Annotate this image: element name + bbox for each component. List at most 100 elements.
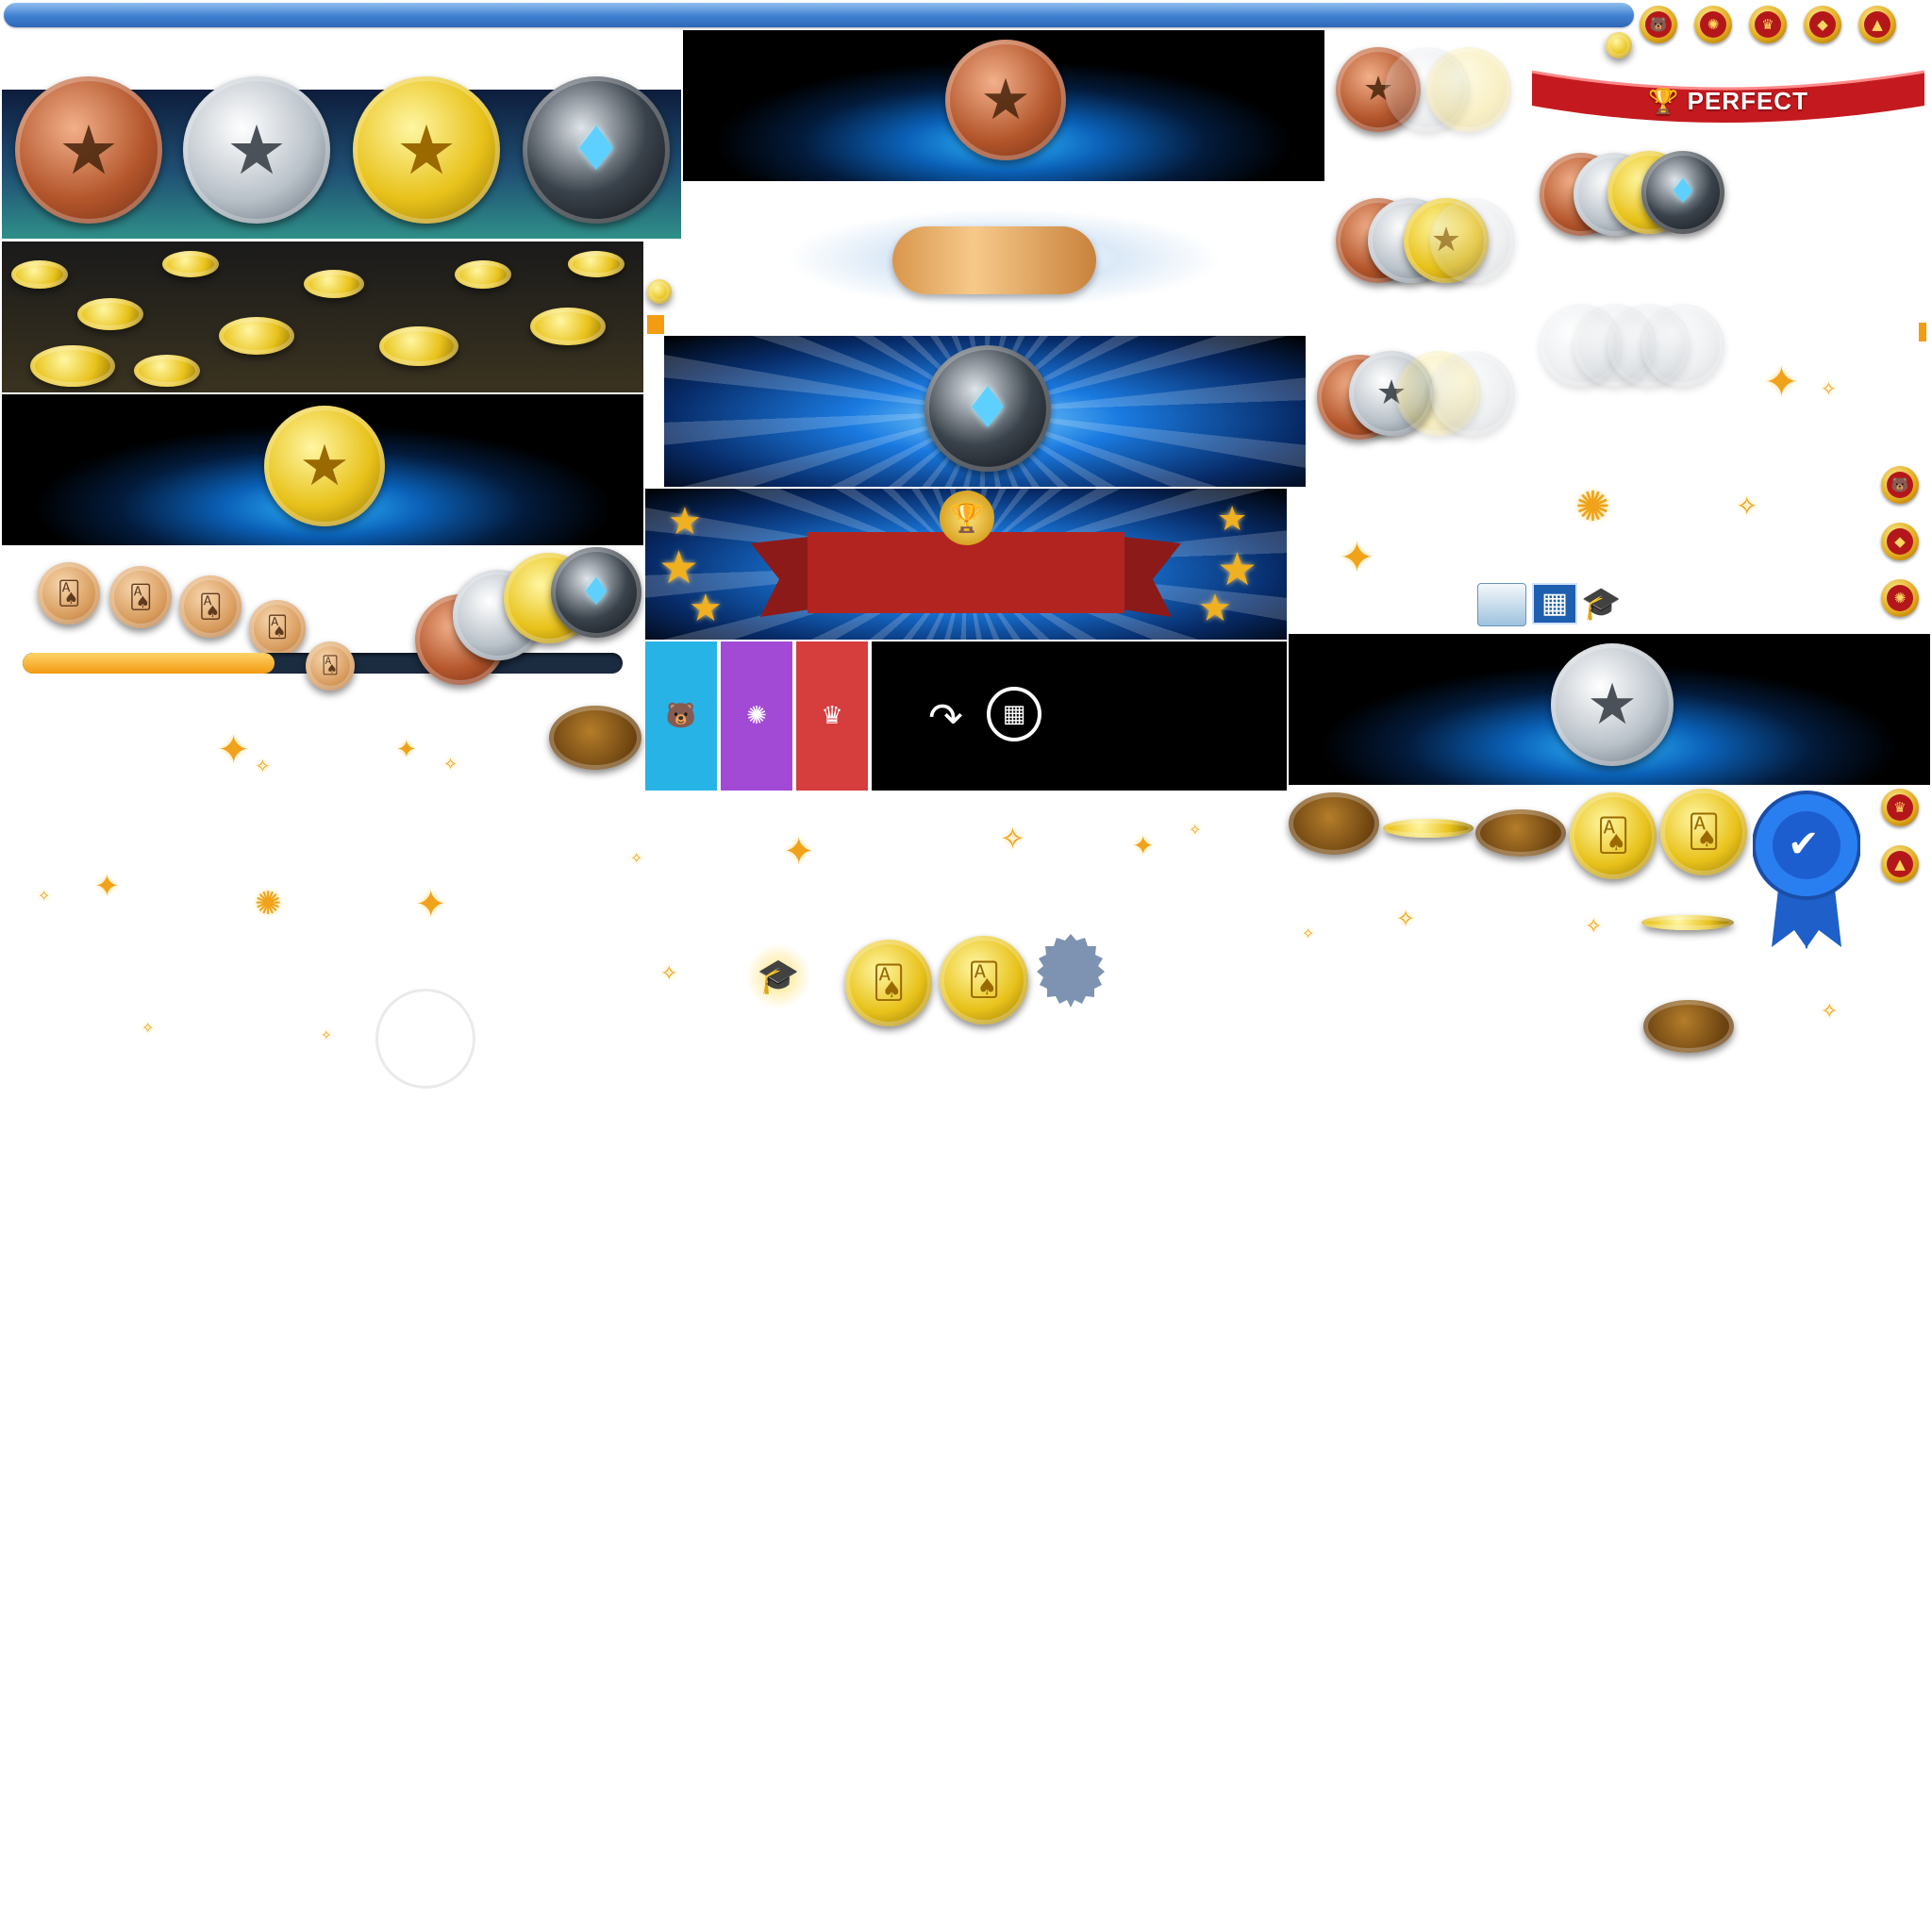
silver-medal-locked <box>1385 47 1470 132</box>
badge-bear: 🐻 <box>1640 6 1677 43</box>
diamond-medal: ♦ <box>1641 151 1724 234</box>
bronze-medal: ★ <box>945 40 1066 160</box>
gold-medal-locked <box>1426 47 1511 132</box>
sparkle-icon: ✧ <box>630 849 643 867</box>
mountain-icon: ▲ <box>1864 11 1890 38</box>
gold-medal: ★ <box>264 406 385 526</box>
diamond-medal-panel: ♦ <box>664 336 1306 487</box>
badge-web: ✺ <box>1881 579 1919 617</box>
card-coin: 🂡 <box>109 566 172 628</box>
coin-stack <box>892 226 1096 294</box>
progress-fill <box>23 653 275 674</box>
medal-locked <box>1540 304 1623 387</box>
gem-icon: ◆ <box>1809 11 1836 38</box>
gold-medal-locked <box>1396 351 1481 436</box>
cards-icon: 🂡 <box>872 964 906 1002</box>
progress-knob-coin[interactable]: 🂡 <box>306 641 355 691</box>
top-scrollbar[interactable] <box>4 3 1634 27</box>
coin <box>304 270 364 298</box>
polar-bear-icon: 🐻 <box>665 702 697 730</box>
perfect-label: 🏆 PERFECT <box>1532 87 1924 116</box>
diamond-medal: ♦ <box>523 76 670 224</box>
coin-flip-frame-3 <box>1475 809 1566 857</box>
star-icon: ★ <box>1217 500 1248 539</box>
coin <box>162 251 219 277</box>
tilted-coin <box>1643 1000 1734 1053</box>
tile-purple[interactable]: ✺ <box>721 641 792 791</box>
crown-icon: ♛ <box>1887 794 1913 821</box>
diamond-icon: ♦ <box>962 375 1013 441</box>
badge-mountain: ▲ <box>1858 6 1896 43</box>
diamond-medal-locked <box>1430 351 1515 436</box>
coin <box>134 355 200 387</box>
sparkle-icon: ✧ <box>443 755 458 774</box>
star-icon: ★ <box>1217 543 1258 596</box>
coin-flip-frame-2 <box>1383 819 1474 838</box>
cards-icon: 🂡 <box>128 584 153 610</box>
star-icon: ★ <box>1362 70 1394 108</box>
silver-medal: ★ <box>1349 351 1434 436</box>
sparkle-icon: ✧ <box>142 1019 155 1037</box>
sparkle-icon: ✦ <box>1132 830 1155 861</box>
diamond-icon: ♦ <box>569 115 624 185</box>
card-coin: 🂡 <box>845 940 932 1026</box>
coin-flip-frame-4: 🂡 <box>1570 792 1657 879</box>
coin <box>455 260 511 289</box>
coin-flip-frame-5: 🂡 <box>1660 789 1747 875</box>
badge-crown: ♛ <box>1749 6 1787 43</box>
sparkle-icon: ✦ <box>415 883 447 926</box>
sparkle-icon: ✺ <box>1575 483 1610 531</box>
trophy-banner-panel: ★ ★ ★ ★ ★ ★ 🏆 <box>645 489 1287 640</box>
orange-marker <box>1919 323 1926 341</box>
sparkle-icon: ✧ <box>1189 821 1202 839</box>
coin <box>530 308 606 345</box>
silver-medal: ★ <box>1551 643 1674 766</box>
sparkle-icon: ✧ <box>1302 924 1315 942</box>
sparkle-icon: ✦ <box>396 736 417 764</box>
cards-icon: 🂡 <box>1596 817 1630 855</box>
polar-bear-icon: 🐻 <box>1887 472 1913 498</box>
cards-icon: 🂡 <box>57 580 81 607</box>
tile-red[interactable]: ♛ <box>796 641 868 791</box>
card-coin: 🂡 <box>249 600 306 657</box>
silver-medal: ★ <box>183 76 330 224</box>
sparkle-icon: ✦ <box>1764 358 1799 407</box>
crown-icon: ♛ <box>821 702 843 730</box>
medal-locked <box>1574 304 1657 387</box>
tile-blue[interactable]: 🐻 <box>645 641 717 791</box>
curved-arrow-icon: ↷ <box>928 694 963 742</box>
badge-crown: ♛ <box>1881 789 1919 826</box>
sparkle-icon: ✧ <box>1736 491 1758 522</box>
sparkle-icon: ✧ <box>38 887 51 905</box>
crown-icon: ♛ <box>1755 11 1781 38</box>
small-marker <box>647 315 664 334</box>
cards-icon: 🂡 <box>198 593 223 620</box>
spider-web-icon: ✺ <box>1887 585 1913 611</box>
coin <box>30 345 115 387</box>
star-icon: ★ <box>225 110 288 190</box>
faint-ring <box>375 989 475 1089</box>
star-icon: ★ <box>658 541 700 594</box>
seal-shape <box>1034 934 1108 1008</box>
coin <box>568 251 625 277</box>
mountain-icon: ▲ <box>1887 851 1913 877</box>
star-icon: ★ <box>1198 587 1232 630</box>
star-icon: ★ <box>668 500 702 543</box>
tile-black: ↷ ▦ <box>872 641 1287 791</box>
cards-icon: 🂡 <box>266 616 289 640</box>
graduation-cap-icon: 🎓 <box>1581 586 1622 622</box>
star-icon: ★ <box>1587 672 1638 738</box>
card-coin: 🂡 <box>38 562 100 625</box>
checkmark-icon: ✔ <box>1788 823 1820 866</box>
bronze-medal: ★ <box>15 76 162 224</box>
graduation-cap-icon: 🎓 <box>745 943 811 1009</box>
gold-medal: ★ <box>353 76 500 224</box>
badge-bear: 🐻 <box>1881 466 1919 504</box>
star-icon: ★ <box>299 433 350 499</box>
medal-tiers-panel: ★ ★ ★ ♦ <box>2 76 681 239</box>
badge-web: ✺ <box>1694 6 1732 43</box>
gold-medal-panel: ★ <box>2 394 643 545</box>
card-coin: 🂡 <box>179 575 242 638</box>
coin-flip-frame-1 <box>1289 792 1379 855</box>
trophy-icon: 🏆 <box>1648 87 1680 115</box>
